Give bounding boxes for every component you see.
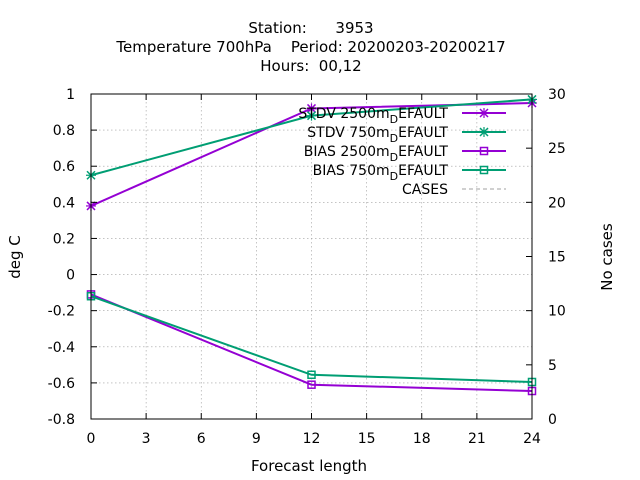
y2-tick-label: 10 xyxy=(548,304,566,320)
legend-label: CASES xyxy=(402,182,448,198)
y2-axis-label: No cases xyxy=(598,223,616,291)
data-point xyxy=(479,127,489,137)
title-line: Station: 3953 xyxy=(248,19,373,37)
y-tick-label: 0 xyxy=(66,268,75,284)
x-tick-label: 21 xyxy=(468,431,486,447)
legend-entry: CASES xyxy=(402,182,506,198)
legend-label: BIAS 750mDEFAULT xyxy=(313,163,449,183)
y-axis-label: deg C xyxy=(6,235,24,279)
grid xyxy=(91,94,532,419)
x-tick-label: 24 xyxy=(523,431,541,447)
data-point xyxy=(479,108,489,118)
legend-label: STDV 750mDEFAULT xyxy=(307,125,448,145)
title-line: Hours: 00,12 xyxy=(260,57,361,75)
data-point xyxy=(306,103,317,114)
y2-tick-label: 5 xyxy=(548,358,557,374)
x-axis-label: Forecast length xyxy=(251,457,367,475)
x-tick-label: 9 xyxy=(252,431,261,447)
x-tick-label: 3 xyxy=(142,431,151,447)
y-tick-label: 0.2 xyxy=(53,231,75,247)
title-line: Temperature 700hPa Period: 20200203-2020… xyxy=(115,38,505,56)
ticks: 0 3 6 9 12 15 18 21 24-0.8-0.6-0.4-0.200.20.40.6… xyxy=(48,87,566,447)
legend-entry: BIAS 2500mDEFAULT xyxy=(304,144,506,164)
y-tick-label: -0.2 xyxy=(48,304,75,320)
data-point xyxy=(479,146,489,156)
y2-tick-label: 15 xyxy=(548,250,566,266)
legend-entry: STDV 750mDEFAULT xyxy=(307,125,506,145)
y-tick-label: 0.6 xyxy=(53,159,75,175)
data-point xyxy=(307,380,316,389)
x-tick-label: 18 xyxy=(413,431,431,447)
y-tick-label: 0.4 xyxy=(53,195,75,211)
y-tick-label: 1 xyxy=(66,87,75,103)
series-line xyxy=(90,293,533,393)
legend-label: STDV 2500mDEFAULT xyxy=(298,106,448,126)
x-tick-label: 6 xyxy=(197,431,206,447)
y2-tick-label: 20 xyxy=(548,195,566,211)
y2-tick-label: 25 xyxy=(548,141,566,157)
x-tick-label: 12 xyxy=(303,431,321,447)
legend-entry: STDV 2500mDEFAULT xyxy=(298,106,506,126)
legend-label: BIAS 2500mDEFAULT xyxy=(304,144,449,164)
data-point xyxy=(307,370,316,380)
y-tick-label: 0.8 xyxy=(53,123,75,139)
y-tick-label: -0.6 xyxy=(48,376,75,392)
x-tick-label: 15 xyxy=(358,431,376,447)
data-point xyxy=(306,110,317,121)
y2-tick-label: 30 xyxy=(548,87,566,103)
legend-entry: BIAS 750mDEFAULT xyxy=(313,163,506,183)
y-tick-label: -0.8 xyxy=(48,412,75,428)
data-point xyxy=(479,165,489,175)
y2-tick-label: 0 xyxy=(548,412,557,428)
x-tick-label: 0 xyxy=(87,431,96,447)
series-line xyxy=(90,295,533,383)
y-tick-label: -0.4 xyxy=(48,340,75,356)
